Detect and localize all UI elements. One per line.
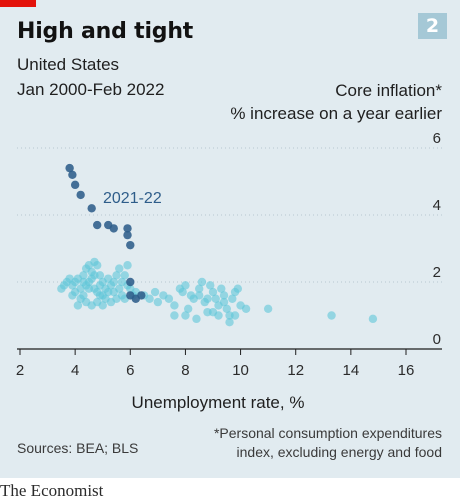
sources-note: Sources: BEA; BLS: [17, 440, 139, 456]
chart-subtitle: United States: [17, 55, 120, 74]
history-point: [90, 271, 99, 280]
history-point: [170, 301, 179, 310]
history-point: [217, 284, 226, 293]
y-tick-label: 0: [433, 331, 441, 348]
history-point: [115, 264, 124, 273]
history-point: [79, 271, 88, 280]
history-point: [73, 301, 83, 310]
history-point: [368, 314, 378, 324]
history-point: [327, 311, 336, 320]
y-axis-unit: % increase on a year earlier: [230, 104, 442, 123]
history-point: [206, 281, 215, 290]
brand-red-tag: [0, 0, 36, 7]
recent-point: [87, 204, 96, 213]
x-tick-label: 10: [232, 362, 249, 379]
history-point: [153, 297, 163, 307]
history-point: [181, 311, 190, 320]
recent-point: [123, 224, 132, 233]
recent-point: [93, 220, 102, 230]
history-point: [197, 277, 207, 287]
y-axis-title: Core inflation*: [335, 81, 442, 100]
x-tick-label: 14: [343, 362, 360, 379]
history-point: [195, 291, 204, 300]
history-point: [95, 291, 105, 300]
history-point: [233, 284, 243, 293]
series-annotation: 2021-22: [103, 190, 162, 207]
history-point: [81, 264, 91, 273]
history-point: [219, 297, 229, 307]
history-point: [84, 284, 94, 293]
footnote-line-1: *Personal consumption expenditures: [213, 425, 442, 441]
history-point: [183, 304, 193, 313]
recent-point: [70, 180, 80, 190]
history-point: [241, 304, 251, 313]
date-range: Jan 2000-Feb 2022: [17, 80, 165, 99]
x-tick-label: 8: [181, 362, 189, 379]
history-point: [164, 294, 174, 303]
history-point: [219, 291, 229, 300]
history-point: [104, 287, 113, 297]
history-point: [208, 307, 218, 317]
recent-point: [65, 163, 74, 173]
x-tick-label: 2: [16, 362, 24, 379]
recent-point: [104, 220, 113, 230]
history-point: [170, 311, 179, 320]
history-point: [228, 294, 237, 303]
footnote: *Personal consumption expenditures index…: [214, 424, 442, 462]
recent-point: [68, 170, 77, 179]
history-point: [115, 284, 124, 293]
recent-point: [126, 277, 135, 287]
brand-wordmark: The Economist: [0, 481, 104, 500]
history-point: [208, 287, 218, 297]
history-point: [150, 287, 160, 297]
recent-point: [123, 230, 132, 240]
history-point: [112, 271, 121, 280]
history-point: [181, 281, 190, 290]
y-tick-label: 6: [433, 130, 441, 147]
history-point: [195, 284, 204, 293]
history-point: [222, 304, 231, 313]
chart-title: High and tight: [17, 19, 194, 44]
x-tick-label: 12: [287, 362, 304, 379]
history-point: [120, 271, 129, 280]
x-tick-label: 4: [71, 362, 79, 379]
chart-panel: [0, 0, 460, 478]
recent-point: [126, 291, 135, 300]
history-point: [225, 318, 234, 327]
y-tick-label: 2: [433, 264, 441, 281]
recent-point: [76, 190, 85, 200]
history-point: [145, 294, 154, 303]
scatter-chart: 0 2 4 6 2 4 6 8 10 12 14 16 Unemployment rate, % 2021…: [16, 130, 442, 412]
history-point: [230, 311, 240, 320]
history-point: [203, 294, 212, 303]
history-point: [192, 314, 201, 324]
x-tick-label: 16: [398, 362, 415, 379]
x-axis-title: Unemployment rate, %: [132, 393, 305, 412]
history-point: [178, 287, 187, 297]
history-point: [123, 261, 132, 270]
chart-number-badge: 2: [418, 13, 447, 39]
history-point: [109, 277, 118, 287]
history-point: [211, 294, 220, 303]
history-point: [79, 277, 88, 287]
history-point: [98, 301, 107, 310]
footnote-line-2: index, excluding energy and food: [236, 444, 442, 460]
history-point: [68, 291, 77, 300]
history-point: [79, 291, 88, 300]
history-point: [93, 261, 102, 270]
x-tick-label: 6: [126, 362, 134, 379]
recent-point: [126, 240, 135, 250]
y-tick-label: 4: [433, 197, 441, 214]
history-point: [263, 304, 273, 313]
